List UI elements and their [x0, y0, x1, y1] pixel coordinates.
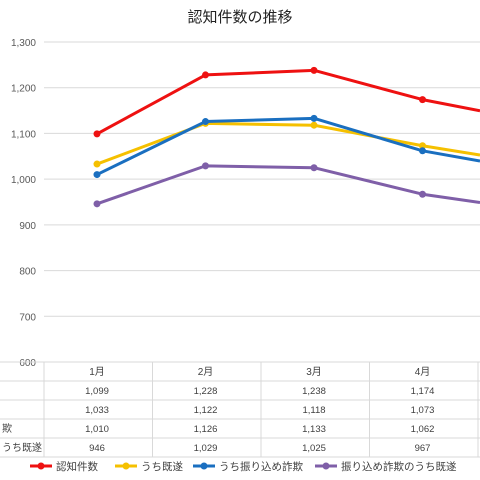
legend-marker: [122, 462, 130, 470]
data-point: [419, 96, 426, 104]
table-row-label: うち既遂: [2, 441, 42, 454]
data-point: [310, 66, 318, 74]
series-line: [96, 164, 480, 206]
legend-marker: [37, 462, 45, 470]
y-tick-label: 1,200: [11, 84, 36, 95]
table-cell: 1,073: [411, 405, 435, 416]
y-tick-label: 1,300: [11, 38, 36, 49]
legend-label: うち振り込め詐欺: [219, 460, 303, 473]
y-tick-label: 1,100: [11, 129, 36, 140]
legend-label: 振り込め詐欺のうち既遂: [341, 460, 457, 473]
data-point: [310, 121, 318, 129]
table-cell: 1,238: [302, 386, 326, 397]
y-tick-label: 700: [19, 312, 36, 323]
data-point: [93, 171, 101, 179]
legend: 認知件数 うち既遂 うち振り込め詐欺 振り込め詐欺のうち既遂: [30, 460, 457, 473]
table-cell: 946: [89, 443, 105, 454]
category-label: 3月: [306, 366, 322, 378]
legend-label: うち既遂: [141, 460, 183, 473]
table-cell: 1,099: [85, 386, 109, 397]
category-label: 2月: [198, 366, 214, 378]
gridlines: [44, 41, 480, 363]
table-cell: 1,228: [194, 386, 218, 397]
table-cell: 1,033: [85, 405, 109, 416]
data-point: [310, 114, 318, 122]
table-cell: 1,010: [85, 424, 109, 435]
y-tick-label: 1,000: [11, 175, 36, 186]
category-label: 1月: [89, 366, 105, 378]
data-point: [419, 142, 426, 150]
data-point: [419, 190, 426, 198]
table-cell: 1,174: [411, 386, 435, 397]
table-cell: 1,133: [302, 424, 326, 435]
table-cell: 1,025: [302, 443, 326, 454]
data-table: 1月 2月 3月 4月 1,099 1,228 1,238 1,174 1,033 1,122 1,…: [0, 361, 480, 458]
table-cell: 967: [415, 443, 431, 454]
data-point: [93, 130, 101, 138]
y-tick-label: 600: [19, 358, 36, 369]
legend-marker: [322, 462, 330, 470]
data-point: [202, 118, 209, 126]
series-lines: [93, 66, 480, 208]
y-axis: 600 700 800 900 1,000 1,100 1,200 1,300: [11, 38, 36, 369]
y-tick-label: 800: [19, 267, 36, 278]
y-tick-label: 900: [19, 221, 36, 232]
data-point: [310, 164, 318, 172]
data-point: [93, 200, 101, 208]
table-cell: 1,029: [194, 443, 218, 454]
data-point: [419, 147, 426, 155]
table-cell: 1,118: [302, 405, 325, 416]
chart-title: 認知件数の推移: [187, 9, 292, 26]
data-point: [202, 162, 209, 170]
table-cell: 1,122: [194, 405, 218, 416]
data-point: [93, 160, 101, 168]
data-point: [202, 71, 209, 79]
category-label: 4月: [415, 366, 431, 378]
legend-marker: [200, 462, 208, 470]
table-cell: 1,126: [194, 424, 218, 435]
legend-label: 認知件数: [56, 460, 98, 473]
table-cell: 1,062: [411, 424, 435, 435]
table-row-label: 欺: [2, 422, 12, 435]
